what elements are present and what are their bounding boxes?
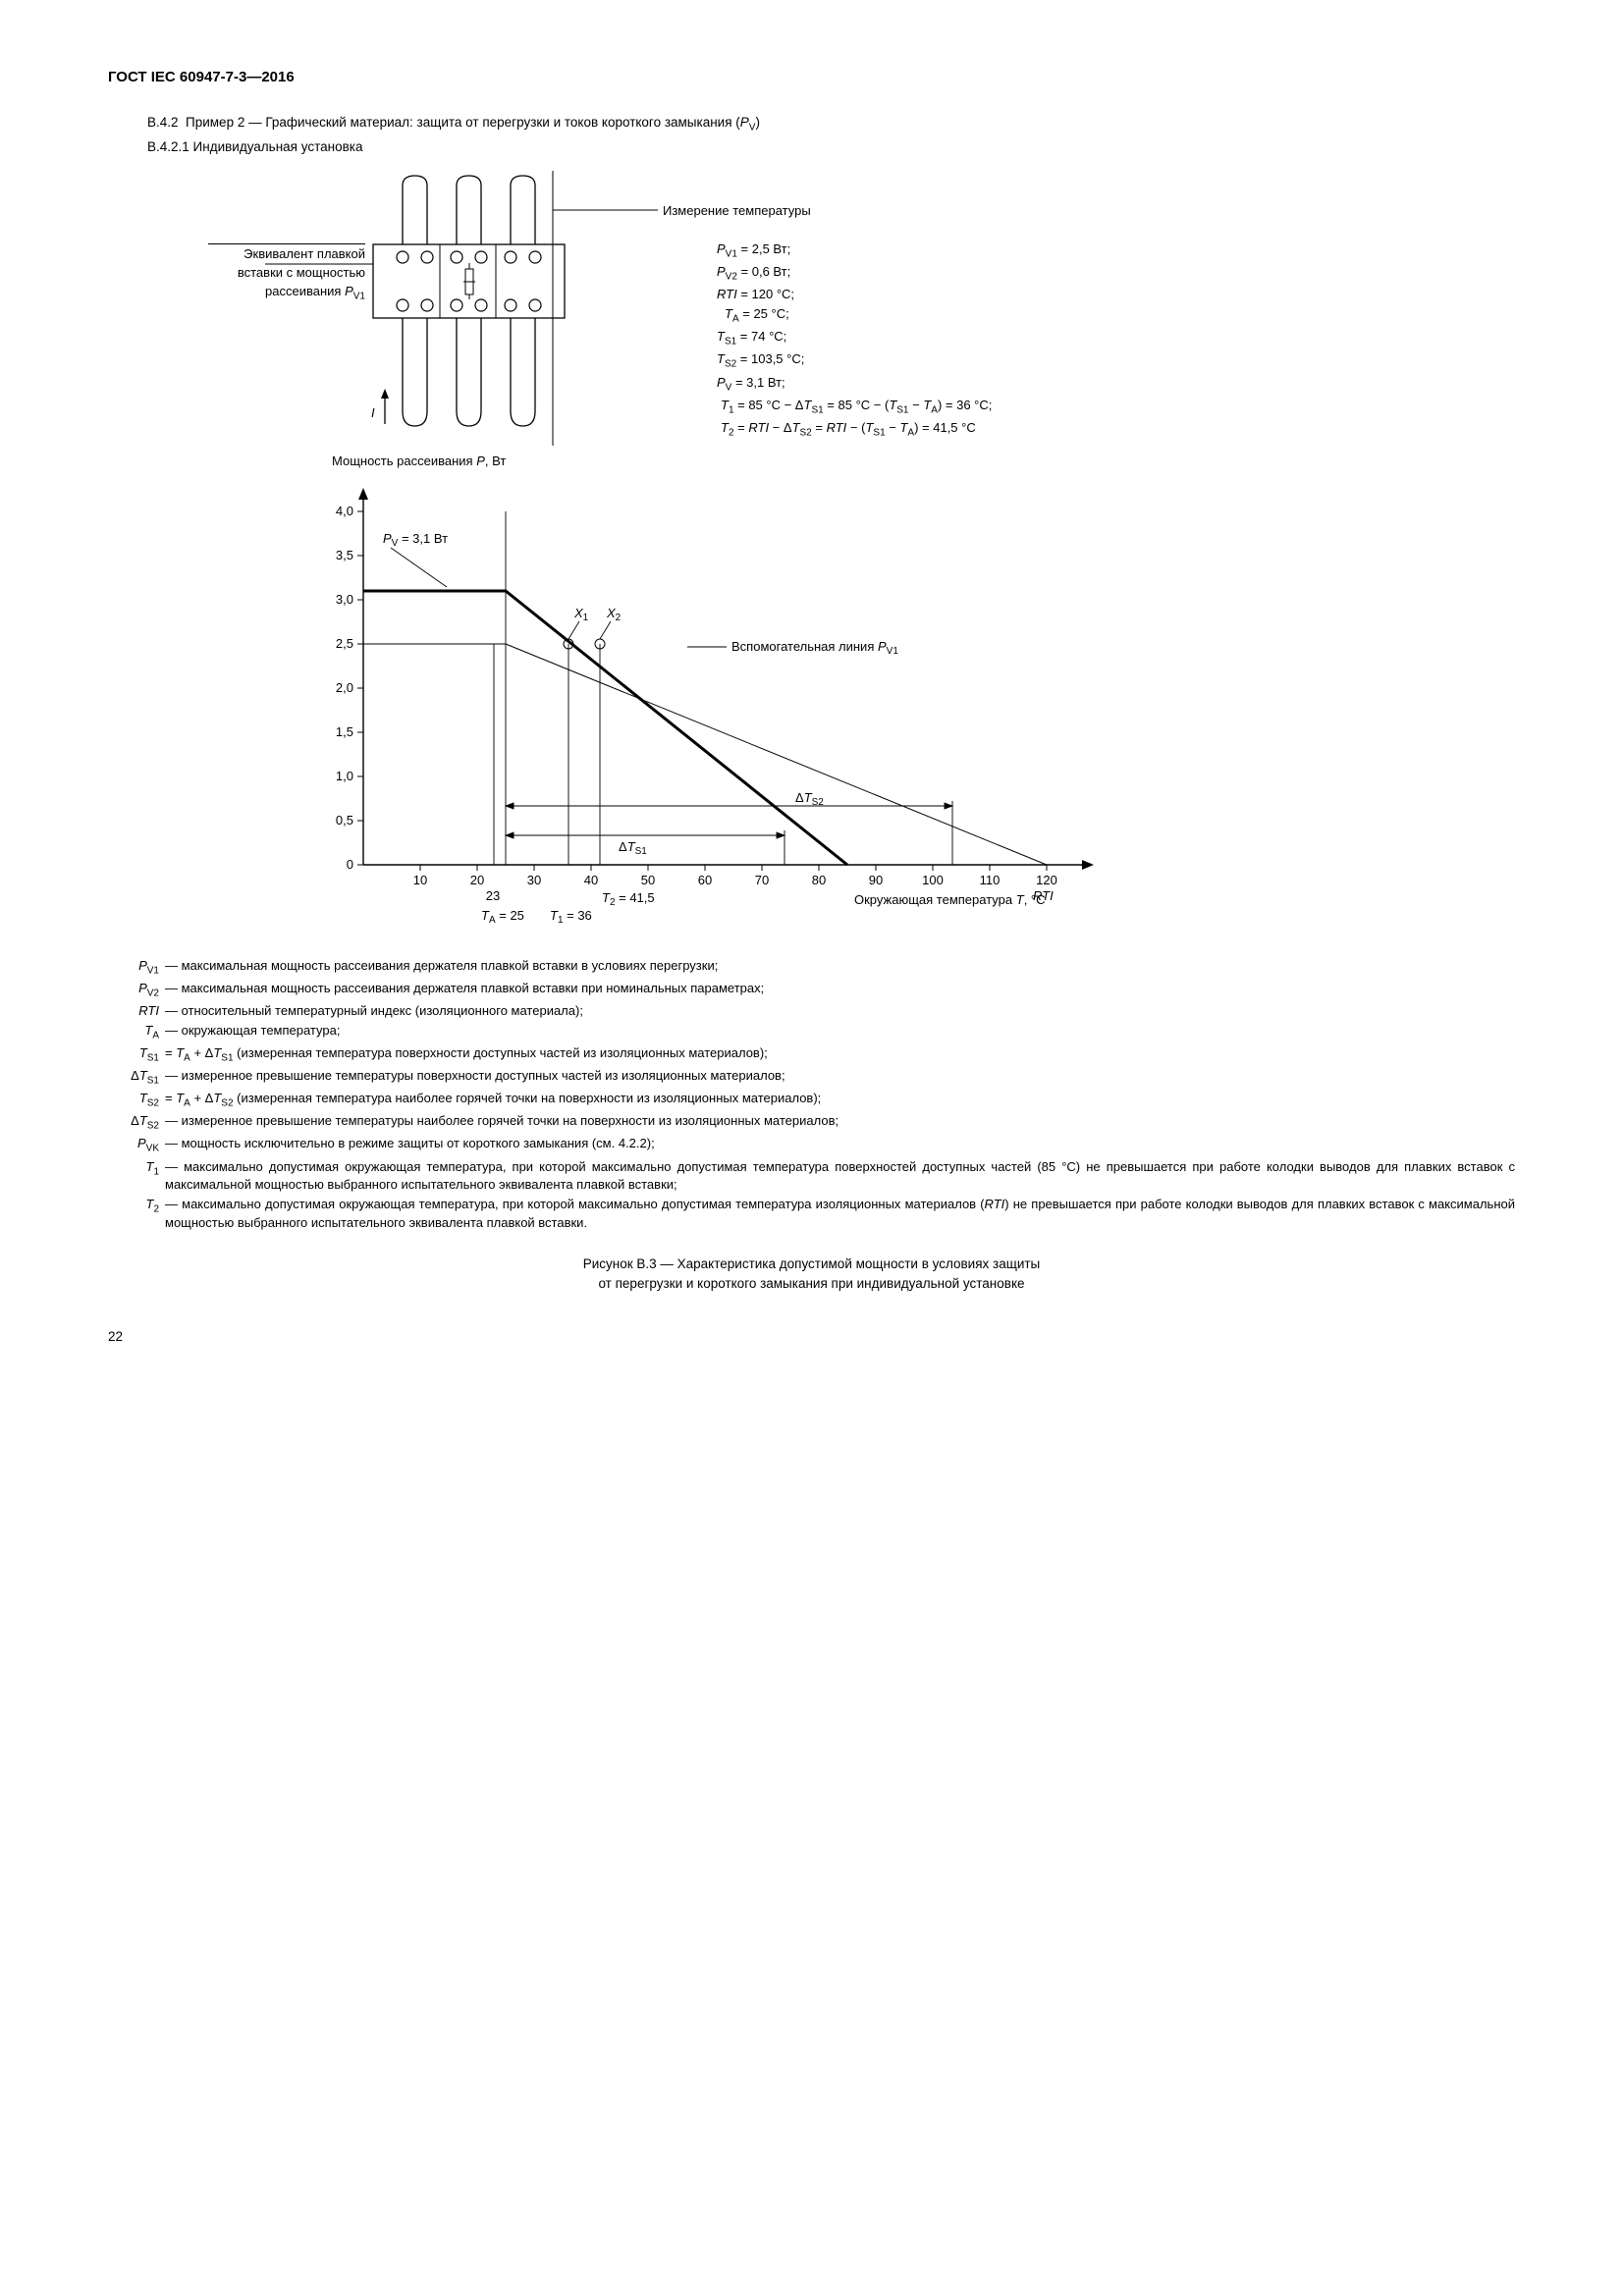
section-b421: В.4.2.1 Индивидуальная установка — [147, 137, 1515, 157]
svg-text:30: 30 — [527, 873, 541, 887]
figure-caption: Рисунок В.3 — Характеристика допустимой … — [108, 1255, 1515, 1295]
svg-text:3,0: 3,0 — [336, 592, 353, 607]
equiv-label: Эквивалент плавкой вставки с мощностью р… — [208, 243, 365, 304]
svg-text:Вспомогательная линия PV1: Вспомогательная линия PV1 — [731, 639, 898, 657]
doc-header: ГОСТ IEC 60947-7-3—2016 — [108, 69, 1515, 85]
power-chart: Мощность рассеивания P, Вт 0 0,5 1,0 1,5… — [226, 454, 1208, 943]
svg-text:1,0: 1,0 — [336, 769, 353, 783]
svg-text:TA = 25: TA = 25 — [481, 908, 524, 926]
svg-text:120: 120 — [1036, 873, 1057, 887]
svg-text:60: 60 — [698, 873, 712, 887]
circuit-diagram: Эквивалент плавкой вставки с мощностью р… — [226, 171, 1208, 446]
svg-text:3,5: 3,5 — [336, 548, 353, 562]
svg-text:80: 80 — [812, 873, 826, 887]
chart-ylabel: Мощность рассеивания P, Вт — [332, 454, 1208, 468]
svg-text:110: 110 — [980, 873, 1001, 887]
svg-text:23: 23 — [486, 888, 500, 903]
svg-text:10: 10 — [413, 873, 427, 887]
svg-text:0,5: 0,5 — [336, 813, 353, 828]
svg-text:2,0: 2,0 — [336, 680, 353, 695]
svg-text:100: 100 — [922, 873, 944, 887]
temp-measure-label: Измерение температуры — [663, 202, 811, 221]
diagram-svg — [226, 171, 677, 446]
svg-text:40: 40 — [584, 873, 598, 887]
svg-text:ΔTS1: ΔTS1 — [619, 839, 647, 857]
svg-text:T1 = 36: T1 = 36 — [550, 908, 592, 926]
chart-svg: 0 0,5 1,0 1,5 2,0 2,5 3,0 3,5 4,0 10 — [226, 472, 1149, 943]
param-list: PV1 = 2,5 Вт; PV2 = 0,6 Вт; RTI = 120 °C… — [717, 240, 992, 441]
svg-text:X1: X1 — [573, 606, 589, 623]
svg-text:70: 70 — [755, 873, 769, 887]
svg-text:PV = 3,1 Вт: PV = 3,1 Вт — [383, 531, 448, 549]
svg-text:20: 20 — [470, 873, 484, 887]
svg-text:ΔTS2: ΔTS2 — [795, 790, 824, 808]
svg-text:T2 = 41,5: T2 = 41,5 — [602, 890, 655, 908]
svg-text:2,5: 2,5 — [336, 636, 353, 651]
svg-text:1,5: 1,5 — [336, 724, 353, 739]
svg-text:90: 90 — [869, 873, 883, 887]
current-label: I — [371, 404, 375, 423]
section-b42: В.4.2 Пример 2 — Графический материал: з… — [147, 113, 1515, 135]
svg-text:4,0: 4,0 — [336, 504, 353, 518]
definitions-list: PV1 — максимальная мощность рассеивания … — [108, 957, 1515, 1233]
svg-text:X2: X2 — [606, 606, 622, 623]
svg-text:Окружающая температура T, °C: Окружающая температура T, °C — [854, 892, 1046, 907]
svg-text:50: 50 — [641, 873, 655, 887]
page-number: 22 — [108, 1329, 1515, 1344]
svg-text:0: 0 — [347, 857, 353, 872]
